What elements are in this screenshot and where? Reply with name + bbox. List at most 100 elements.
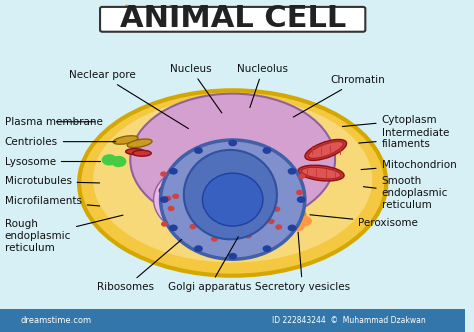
Ellipse shape xyxy=(130,94,335,226)
Circle shape xyxy=(248,197,254,201)
Ellipse shape xyxy=(236,18,240,27)
Circle shape xyxy=(112,157,126,166)
Ellipse shape xyxy=(341,12,347,20)
Ellipse shape xyxy=(128,6,138,12)
Circle shape xyxy=(210,190,216,194)
Ellipse shape xyxy=(273,13,277,22)
Circle shape xyxy=(264,217,275,225)
Circle shape xyxy=(162,222,167,226)
Circle shape xyxy=(170,169,177,174)
Text: Golgi apparatus: Golgi apparatus xyxy=(168,237,251,292)
Ellipse shape xyxy=(190,6,200,12)
Ellipse shape xyxy=(224,17,235,21)
Ellipse shape xyxy=(169,5,173,14)
Ellipse shape xyxy=(330,24,342,28)
Ellipse shape xyxy=(79,90,386,276)
Ellipse shape xyxy=(128,11,133,19)
Text: Plasma membrane: Plasma membrane xyxy=(5,117,102,127)
Ellipse shape xyxy=(262,13,270,21)
Text: Mitochondrion: Mitochondrion xyxy=(361,160,456,170)
Ellipse shape xyxy=(125,4,129,13)
Circle shape xyxy=(161,172,166,176)
Ellipse shape xyxy=(232,18,244,22)
Circle shape xyxy=(229,140,237,146)
Circle shape xyxy=(286,215,299,224)
Circle shape xyxy=(264,204,275,212)
Circle shape xyxy=(292,221,304,231)
Ellipse shape xyxy=(159,177,204,195)
Circle shape xyxy=(102,155,116,165)
Ellipse shape xyxy=(169,5,174,13)
Ellipse shape xyxy=(146,25,158,28)
Text: Nucleolus: Nucleolus xyxy=(237,64,289,108)
Text: Neclear pore: Neclear pore xyxy=(69,70,189,128)
Circle shape xyxy=(263,246,271,251)
Circle shape xyxy=(212,237,217,241)
Ellipse shape xyxy=(165,6,173,13)
Ellipse shape xyxy=(202,173,263,226)
Ellipse shape xyxy=(287,16,292,24)
Ellipse shape xyxy=(113,136,138,144)
Text: Centrioles: Centrioles xyxy=(5,137,116,147)
Ellipse shape xyxy=(198,23,202,32)
Circle shape xyxy=(298,197,305,202)
Ellipse shape xyxy=(179,13,185,21)
Ellipse shape xyxy=(163,179,200,193)
Ellipse shape xyxy=(176,26,187,31)
Bar xyxy=(0,309,465,332)
Circle shape xyxy=(196,202,201,206)
Circle shape xyxy=(263,148,271,153)
Ellipse shape xyxy=(296,14,308,18)
Ellipse shape xyxy=(273,16,281,24)
Ellipse shape xyxy=(147,18,159,21)
Circle shape xyxy=(247,159,253,163)
Circle shape xyxy=(288,225,296,230)
Ellipse shape xyxy=(154,166,237,233)
Circle shape xyxy=(268,219,274,223)
Ellipse shape xyxy=(335,23,347,26)
Ellipse shape xyxy=(127,139,152,147)
Ellipse shape xyxy=(271,17,282,22)
Text: Cytoplasm: Cytoplasm xyxy=(343,115,437,126)
Ellipse shape xyxy=(140,11,145,19)
Circle shape xyxy=(285,207,306,222)
Text: Nucleus: Nucleus xyxy=(170,64,222,113)
Circle shape xyxy=(205,225,211,229)
Ellipse shape xyxy=(133,150,151,156)
Circle shape xyxy=(165,197,171,201)
Circle shape xyxy=(202,168,208,172)
Ellipse shape xyxy=(261,19,272,24)
Ellipse shape xyxy=(222,20,229,27)
Ellipse shape xyxy=(196,8,202,16)
Ellipse shape xyxy=(205,27,217,30)
Circle shape xyxy=(160,197,168,202)
Text: Ribosomes: Ribosomes xyxy=(97,239,182,292)
Circle shape xyxy=(170,225,177,230)
Ellipse shape xyxy=(301,167,341,179)
Text: Chromatin: Chromatin xyxy=(293,75,385,117)
Text: Microtubules: Microtubules xyxy=(5,176,100,186)
Ellipse shape xyxy=(154,17,162,24)
Ellipse shape xyxy=(300,17,308,24)
Circle shape xyxy=(198,167,203,171)
Ellipse shape xyxy=(305,139,346,160)
Circle shape xyxy=(202,215,208,219)
Ellipse shape xyxy=(141,7,152,12)
Circle shape xyxy=(231,168,237,172)
Circle shape xyxy=(297,191,302,195)
Text: Intermediate
filaments: Intermediate filaments xyxy=(359,127,449,149)
Circle shape xyxy=(225,164,231,168)
Ellipse shape xyxy=(161,140,305,259)
Ellipse shape xyxy=(294,12,306,16)
Ellipse shape xyxy=(282,19,288,26)
Ellipse shape xyxy=(223,10,233,15)
Ellipse shape xyxy=(126,149,144,155)
Circle shape xyxy=(231,170,237,174)
Text: Secretory vesicles: Secretory vesicles xyxy=(255,232,350,292)
Ellipse shape xyxy=(183,23,193,29)
Circle shape xyxy=(288,169,296,174)
Ellipse shape xyxy=(108,19,120,22)
Ellipse shape xyxy=(133,24,145,27)
Ellipse shape xyxy=(301,25,313,28)
Ellipse shape xyxy=(200,19,207,27)
